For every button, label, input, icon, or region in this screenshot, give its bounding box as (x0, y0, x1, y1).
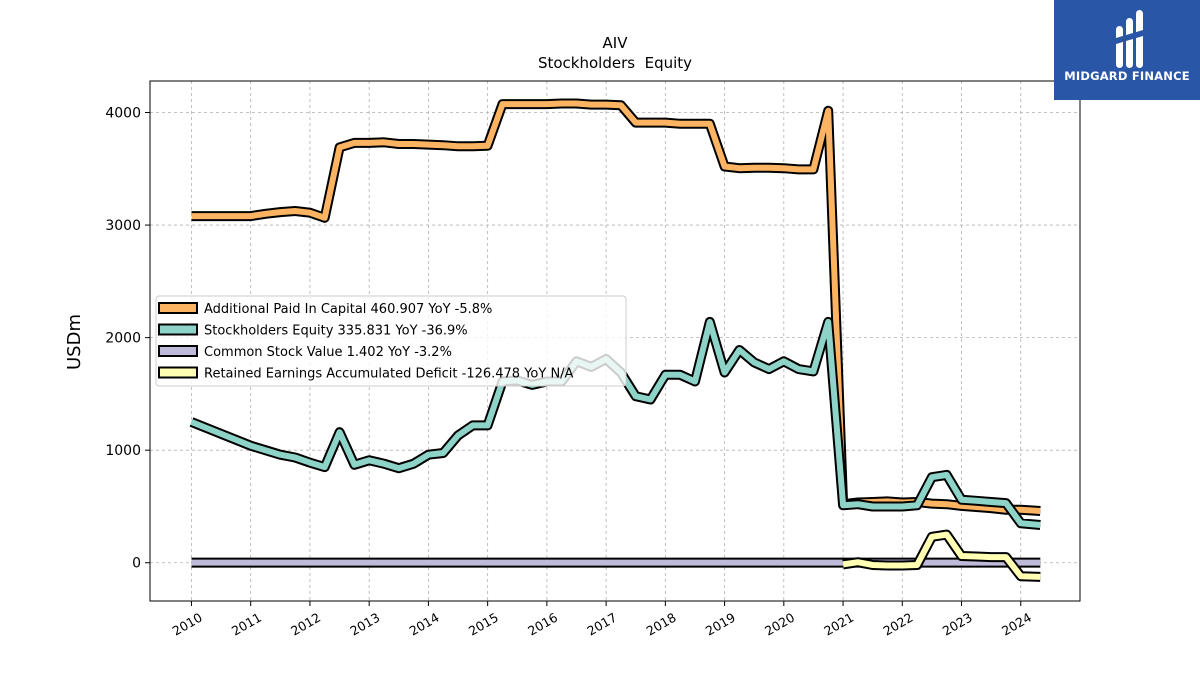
series-outline (842, 529, 1041, 582)
x-tick-label: 2015 (466, 610, 501, 639)
x-tick-label: 2016 (525, 610, 560, 639)
legend-swatch (158, 302, 198, 314)
x-tick-label: 2012 (288, 610, 323, 639)
x-tick-label: 2020 (762, 610, 797, 639)
y-tick-label: 3000 (105, 218, 141, 234)
x-tick-label: 2019 (703, 610, 738, 639)
legend-label: Common Stock Value 1.402 YoY -3.2% (204, 345, 452, 360)
x-tick-label: 2017 (584, 610, 619, 639)
x-tick-label: 2022 (881, 610, 916, 639)
legend-swatch (158, 366, 198, 379)
x-tick-label: 2011 (229, 610, 264, 639)
plot-frame (149, 80, 1081, 602)
x-tick-label: 2024 (999, 610, 1034, 639)
x-tick-label: 2021 (821, 610, 856, 639)
legend: Additional Paid In Capital 460.907 YoY -… (155, 295, 627, 387)
y-tick-label: 1000 (105, 443, 141, 459)
series-line (842, 531, 1041, 580)
x-tick-label: 2014 (407, 610, 442, 639)
logo-text: MIDGARD FINANCE (1064, 69, 1190, 83)
legend-swatch (158, 345, 198, 357)
y-tick-label: 4000 (105, 106, 141, 122)
y-tick-label: 2000 (105, 331, 141, 347)
legend-label: Additional Paid In Capital 460.907 YoY -… (204, 302, 492, 317)
legend-box (155, 295, 627, 387)
x-tick-label: 2013 (347, 610, 382, 639)
legend-swatch (158, 323, 198, 336)
x-tick-label: 2018 (644, 610, 679, 639)
y-axis-label: USDm (64, 314, 85, 370)
x-tick-label: 2010 (170, 610, 205, 639)
series-line (190, 318, 1041, 528)
chart-title: AIV (603, 34, 629, 52)
chart-subtitle: Stockholders Equity (538, 54, 692, 72)
logo-mark-icon (1116, 10, 1143, 68)
x-tick-label: 2023 (940, 610, 975, 639)
midgard-finance-logo: MIDGARD FINANCE (1054, 0, 1200, 100)
series-layer (189, 98, 1041, 582)
y-tick-label: 0 (132, 556, 141, 572)
legend-label: Stockholders Equity 335.831 YoY -36.9% (204, 324, 468, 339)
legend-label: Retained Earnings Accumulated Deficit -1… (204, 367, 574, 382)
